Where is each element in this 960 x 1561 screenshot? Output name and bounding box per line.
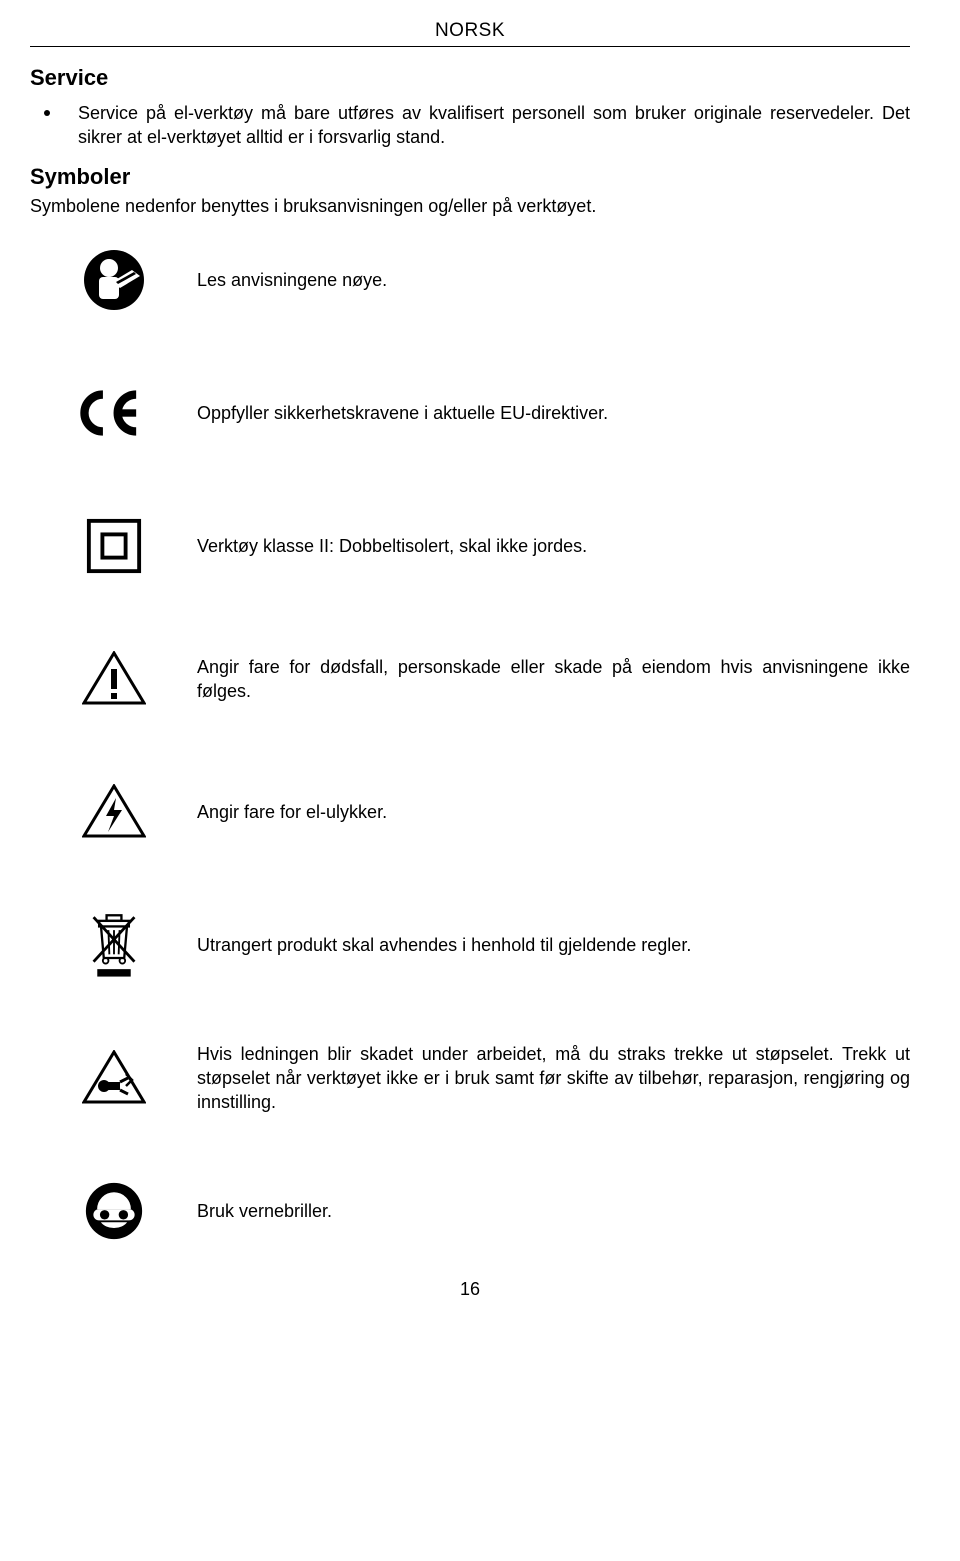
- symbol-row: Verktøy klasse II: Dobbeltisolert, skal …: [30, 509, 910, 584]
- symbol-row: Oppfyller sikkerhetskravene i aktuelle E…: [30, 376, 910, 451]
- service-heading: Service: [30, 65, 910, 91]
- page-number: 16: [30, 1279, 910, 1300]
- symbol-row: Bruk vernebriller.: [30, 1174, 910, 1249]
- warning-triangle-icon: [76, 642, 151, 717]
- symbol-text: Angir fare for dødsfall, personskade ell…: [197, 655, 910, 704]
- bullet-dot-icon: [44, 110, 50, 116]
- symbol-row: Hvis ledningen blir skadet under arbeide…: [30, 1041, 910, 1116]
- service-bullet-row: Service på el-verktøy må bare utføres av…: [30, 101, 910, 150]
- symboler-heading: Symboler: [30, 164, 910, 190]
- ce-mark-icon: [76, 376, 151, 451]
- symbol-text: Bruk vernebriller.: [197, 1199, 910, 1223]
- page-header: NORSK: [30, 20, 910, 47]
- symbol-text: Les anvisningene nøye.: [197, 268, 910, 292]
- symboler-intro: Symbolene nedenfor benyttes i bruksanvis…: [30, 196, 910, 217]
- service-bullet-text: Service på el-verktøy må bare utføres av…: [78, 101, 910, 150]
- document-page: NORSK Service Service på el-verktøy må b…: [0, 0, 960, 1340]
- class-ii-icon: [76, 509, 151, 584]
- unplug-warning-icon: [76, 1041, 151, 1116]
- symbol-row: Angir fare for dødsfall, personskade ell…: [30, 642, 910, 717]
- symbol-text: Angir fare for el-ulykker.: [197, 800, 910, 824]
- weee-bin-icon: [76, 908, 151, 983]
- symbol-text: Oppfyller sikkerhetskravene i aktuelle E…: [197, 401, 910, 425]
- electrical-hazard-icon: [76, 775, 151, 850]
- symbol-row: Utrangert produkt skal avhendes i henhol…: [30, 908, 910, 983]
- symbol-text: Verktøy klasse II: Dobbeltisolert, skal …: [197, 534, 910, 558]
- read-manual-icon: [76, 243, 151, 318]
- symbol-text: Hvis ledningen blir skadet under arbeide…: [197, 1042, 910, 1115]
- symbol-row: Les anvisningene nøye.: [30, 243, 910, 318]
- symbol-text: Utrangert produkt skal avhendes i henhol…: [197, 933, 910, 957]
- symbol-row: Angir fare for el-ulykker.: [30, 775, 910, 850]
- safety-goggles-icon: [76, 1174, 151, 1249]
